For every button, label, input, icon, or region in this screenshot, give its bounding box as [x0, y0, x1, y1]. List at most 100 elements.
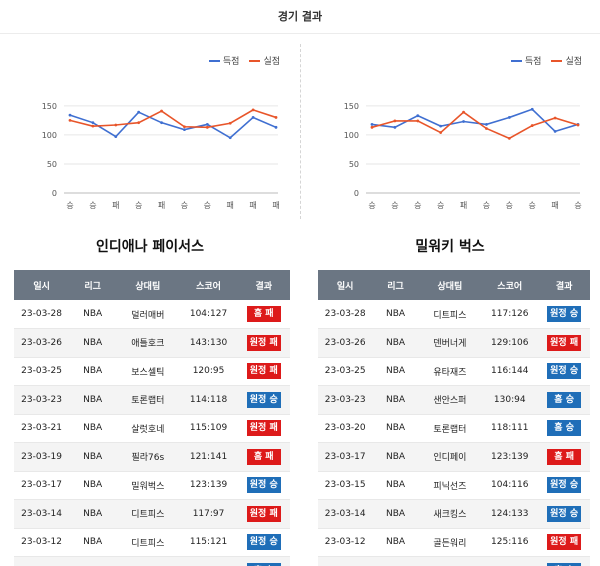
result-cell: 원정 패 — [237, 357, 290, 386]
score-cell: 117:126 — [481, 300, 539, 329]
x-tick-label: 승 — [506, 201, 513, 210]
result-cell: 원정 승 — [237, 385, 290, 415]
league-cell: NBA — [69, 556, 117, 566]
result-badge: 홈 패 — [246, 306, 281, 322]
result-badge: 원정 승 — [547, 505, 582, 522]
conceded-data-point — [507, 136, 511, 140]
score-cell: 118:113 — [481, 556, 539, 566]
score-cell: 104:116 — [481, 471, 539, 500]
left-chart-svg: 0 50 100 150 승 승 패 승 패 승 승 패 패 패 — [42, 102, 280, 210]
score-cell: 104:127 — [179, 300, 238, 329]
x-tick-label: 승 — [204, 201, 211, 210]
left-team-name: 인디애나 페이서스 — [96, 239, 204, 255]
opponent-cell: 애틀호크 — [116, 328, 180, 358]
opponent-cell: 디트피스 — [116, 528, 180, 557]
legend-conceded-swatch — [551, 59, 563, 62]
league-cell: NBA — [69, 414, 117, 443]
legend-score: 득점 — [208, 54, 239, 67]
y-tick-label: 100 — [344, 131, 359, 140]
column-header: 일시 — [318, 270, 373, 300]
league-cell: NBA — [69, 357, 117, 386]
conceded-data-point — [462, 110, 465, 114]
date-cell: 23-03-28 — [318, 300, 373, 329]
legend-conceded-swatch — [249, 59, 261, 62]
table-row: 23-03-21 NBA 살럿호네 115:109 원정 패 — [14, 414, 290, 443]
result-cell: 원정 승 — [538, 471, 590, 500]
conceded-data-point — [576, 123, 580, 127]
league-cell: NBA — [372, 556, 419, 566]
league-cell: NBA — [372, 528, 419, 557]
date-cell: 23-03-10 — [14, 556, 70, 566]
league-cell: NBA — [372, 442, 419, 472]
date-cell: 23-03-26 — [318, 328, 373, 358]
conceded-data-point — [439, 131, 443, 134]
conceded-data-point — [137, 121, 141, 125]
score-cell: 129:106 — [481, 328, 539, 358]
x-tick-label: 승 — [66, 201, 73, 210]
date-cell: 23-03-19 — [14, 442, 70, 472]
left-team-chart: 득점 실점 0 50 100 150 승 승 패 승 패 승 승 패 패 패 — [0, 40, 298, 225]
opponent-cell: 인디페이 — [418, 442, 482, 472]
result-cell: 원정 패 — [538, 328, 590, 358]
y-tick-label: 100 — [42, 131, 57, 140]
x-tick-label: 승 — [368, 201, 375, 210]
table-row: 23-03-26 NBA 애틀호크 143:130 원정 패 — [14, 328, 290, 358]
score-data-point — [114, 135, 118, 139]
score-cell: 118:111 — [481, 414, 539, 443]
column-header: 결과 — [237, 270, 290, 300]
result-cell: 원정 패 — [538, 528, 590, 557]
date-cell: 23-03-17 — [14, 471, 70, 500]
y-tick-label: 50 — [47, 160, 57, 169]
result-badge: 홈 패 — [246, 448, 281, 465]
league-cell: NBA — [372, 471, 419, 500]
y-tick-label: 50 — [349, 160, 359, 169]
opponent-cell: 살럿호네 — [116, 414, 180, 443]
column-header: 스코어 — [481, 270, 539, 300]
opponent-cell: 토론랩터 — [116, 385, 180, 415]
legend-conceded: 실점 — [551, 54, 582, 67]
result-badge: 원정 승 — [547, 306, 582, 322]
result-cell: 홈 승 — [538, 414, 590, 443]
result-badge: 원정 승 — [547, 363, 582, 380]
column-header: 결과 — [538, 270, 590, 300]
result-cell: 원정 승 — [538, 357, 590, 386]
league-cell: NBA — [372, 499, 419, 529]
opponent-cell: 브루네츠 — [418, 556, 482, 566]
column-header: 상대팀 — [116, 270, 180, 300]
left-results-table: 일시 리그 상대팀 스코어 결과 23-03-28 NBA 덜러매버 104:127 홈 패 23… — [14, 270, 290, 566]
opponent-cell: 밀워벅스 — [116, 471, 180, 500]
score-data-point — [507, 116, 511, 119]
table-row: 23-03-15 NBA 피닉선즈 104:116 원정 승 — [318, 471, 590, 500]
result-badge: 원정 패 — [547, 334, 582, 351]
x-tick-label: 승 — [89, 201, 96, 210]
result-cell: 홈 승 — [538, 385, 590, 415]
opponent-cell: 골든워리 — [418, 528, 482, 557]
table-row: 23-03-12 NBA 디트피스 115:121 원정 승 — [14, 528, 290, 557]
date-cell: 23-03-25 — [14, 357, 70, 386]
score-cell: 123:139 — [481, 442, 539, 472]
legend-score-swatch — [510, 59, 522, 62]
conceded-data-point — [485, 127, 488, 130]
x-tick-label: 패 — [272, 200, 279, 210]
table-row: 23-03-17 NBA 밀워벅스 123:139 원정 승 — [14, 471, 290, 500]
result-badge: 원정 승 — [246, 391, 281, 408]
date-cell: 23-03-15 — [318, 471, 373, 500]
x-tick-label: 승 — [529, 201, 536, 210]
result-badge: 원정 승 — [547, 477, 582, 494]
opponent-cell: 디트피스 — [116, 499, 180, 529]
score-cell: 116:144 — [481, 357, 539, 386]
y-tick-label: 0 — [52, 189, 57, 198]
x-tick-label: 승 — [414, 201, 421, 210]
conceded-data-point — [416, 119, 420, 123]
score-cell: 125:116 — [481, 528, 539, 557]
table-row: 23-03-14 NBA 디트피스 117:97 원정 패 — [14, 499, 290, 529]
result-badge: 홈 승 — [547, 420, 582, 437]
legend-score-label: 득점 — [524, 57, 542, 67]
score-data-point — [274, 125, 278, 129]
date-cell: 23-03-14 — [318, 499, 373, 529]
conceded-series-line — [69, 109, 277, 129]
result-badge: 홈 패 — [547, 448, 582, 465]
conceded-data-point — [370, 125, 374, 129]
league-cell: NBA — [69, 385, 117, 415]
y-tick-label: 0 — [354, 189, 359, 198]
